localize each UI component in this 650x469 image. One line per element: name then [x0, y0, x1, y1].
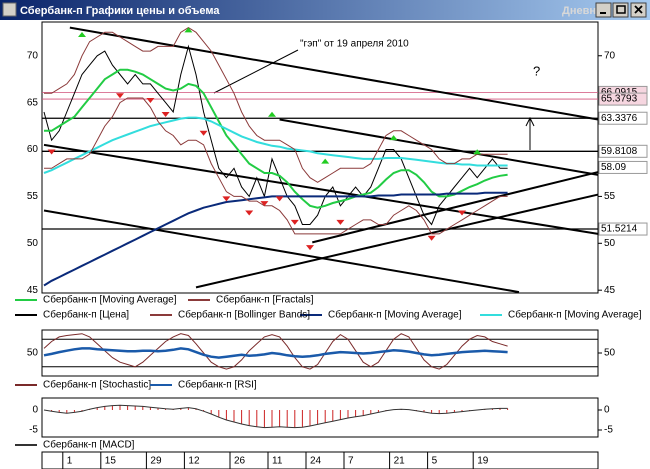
window-buttons[interactable]: [595, 2, 647, 18]
main-frame: [41, 21, 599, 294]
y-tick-label: 45: [27, 285, 39, 296]
bollinger-upper: [44, 27, 508, 183]
fractal-up: [473, 149, 482, 155]
fractal-down: [336, 219, 345, 225]
fractal-up: [268, 111, 276, 117]
fractal-up: [321, 158, 330, 164]
x-tick-label: 24: [310, 456, 322, 467]
bollinger-lower: [44, 97, 508, 235]
trend-line: [279, 118, 599, 176]
series-line: [44, 68, 508, 209]
legend-label: Сбербанк-п [MACD]: [43, 439, 135, 451]
y-tick-label: 50: [27, 238, 39, 249]
legend-label: Сбербанк-п [Stochastic]: [43, 379, 151, 391]
x-tick-label: 1: [67, 456, 73, 467]
level-label: 63.3376: [601, 113, 638, 124]
y-tick-label: 55: [27, 191, 39, 202]
x-tick-label: 5: [432, 456, 438, 467]
fractal-down: [458, 210, 466, 216]
fractal-down: [260, 201, 269, 207]
macd-frame: [41, 397, 599, 438]
fractal-up: [184, 27, 193, 33]
legend-label: Сбербанк-п [Moving Average]: [328, 309, 462, 321]
level-label-box: [598, 222, 648, 236]
y-tick-label: -5: [29, 425, 38, 436]
fractal-down: [146, 97, 155, 103]
fractal-down: [245, 210, 254, 216]
y-tick-label: 50: [27, 348, 39, 359]
app-icon: [2, 2, 17, 17]
date-axis-frame: [41, 451, 599, 469]
series-line: [43, 116, 508, 174]
level-label: 66.0915: [601, 87, 638, 98]
fractal-down: [47, 149, 56, 155]
y-tick-label: 50: [604, 238, 616, 249]
y-tick-label: 0: [604, 405, 610, 416]
y-tick-label: 0: [32, 405, 38, 416]
level-label-box: [598, 111, 648, 125]
y-tick-label: 65: [27, 97, 39, 108]
level-label: 59.8108: [601, 146, 638, 157]
series-line: [43, 44, 508, 226]
trend-line: [43, 209, 520, 294]
y-tick-label: 70: [27, 50, 39, 61]
trend-line: [195, 193, 599, 289]
legend-label: Сбербанк-п [Bollinger Bands]: [178, 309, 310, 321]
level-label-box: [598, 144, 648, 158]
legend-label: Сбербанк-п [Moving Average]: [43, 294, 177, 306]
x-tick-label: 12: [188, 456, 200, 467]
trend-line: [69, 26, 599, 121]
annotation: "гэп" от 19 апреля 2010: [300, 39, 409, 50]
fractal-down: [199, 130, 208, 136]
y-tick-label: 50: [604, 348, 616, 359]
fractal-down: [222, 196, 231, 202]
x-tick-label: 11: [272, 456, 283, 467]
fractal-up: [78, 32, 86, 38]
minimize-button[interactable]: [595, 2, 612, 18]
series-line: [43, 347, 508, 359]
x-tick-label: 19: [477, 456, 489, 467]
fractal-down: [275, 196, 284, 202]
legend-label: Сбербанк-п [RSI]: [178, 379, 257, 391]
level-label-box: [598, 92, 648, 106]
x-tick-label: 15: [105, 456, 117, 467]
fractal-down: [306, 245, 314, 251]
level-label: 65.3793: [601, 94, 638, 105]
annotation-arrow: [213, 49, 299, 94]
legend-label: Сбербанк-п [Цена]: [43, 309, 129, 321]
series-line: [43, 191, 508, 287]
legend-label: Сбербанк-п [Fractals]: [216, 294, 314, 306]
close-icon: [634, 5, 643, 14]
fractal-down: [427, 235, 436, 241]
title-bar: [0, 0, 650, 20]
last-price: 58.09: [601, 162, 626, 173]
y-tick-label: 55: [604, 191, 616, 202]
y-tick-label: 70: [604, 50, 616, 61]
fractal-up: [389, 135, 398, 141]
annotation: ?: [533, 63, 540, 78]
series-line: [43, 333, 508, 370]
fractal-down: [161, 112, 170, 118]
trend-line: [43, 143, 599, 235]
x-tick-label: 21: [394, 456, 406, 467]
y-tick-label: -5: [604, 425, 613, 436]
y-tick-label: 45: [604, 285, 616, 296]
fractal-down: [290, 219, 299, 225]
fractal-down: [116, 93, 124, 99]
y-tick-label: 60: [27, 144, 39, 155]
x-tick-label: 29: [150, 456, 162, 467]
macd-line: [43, 404, 508, 429]
trend-line: [312, 171, 599, 244]
x-tick-label: 26: [234, 456, 246, 467]
window-title: Сбербанк-п Графики цены и объема: [20, 5, 220, 17]
legend-label: Сбербанк-п [Moving Average]: [508, 309, 642, 321]
maximize-icon: [616, 5, 626, 14]
last-price-box: [598, 160, 648, 174]
level-label: 51.5214: [601, 224, 638, 235]
x-tick-label: 7: [348, 456, 354, 467]
